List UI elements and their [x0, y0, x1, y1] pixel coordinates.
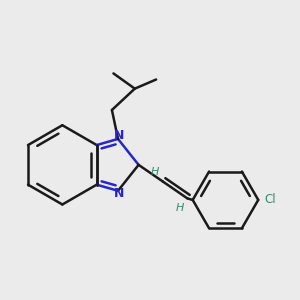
Text: Cl: Cl [264, 194, 276, 206]
Text: N: N [114, 187, 125, 200]
Text: H: H [151, 167, 160, 177]
Text: H: H [176, 203, 184, 213]
Text: N: N [114, 129, 125, 142]
